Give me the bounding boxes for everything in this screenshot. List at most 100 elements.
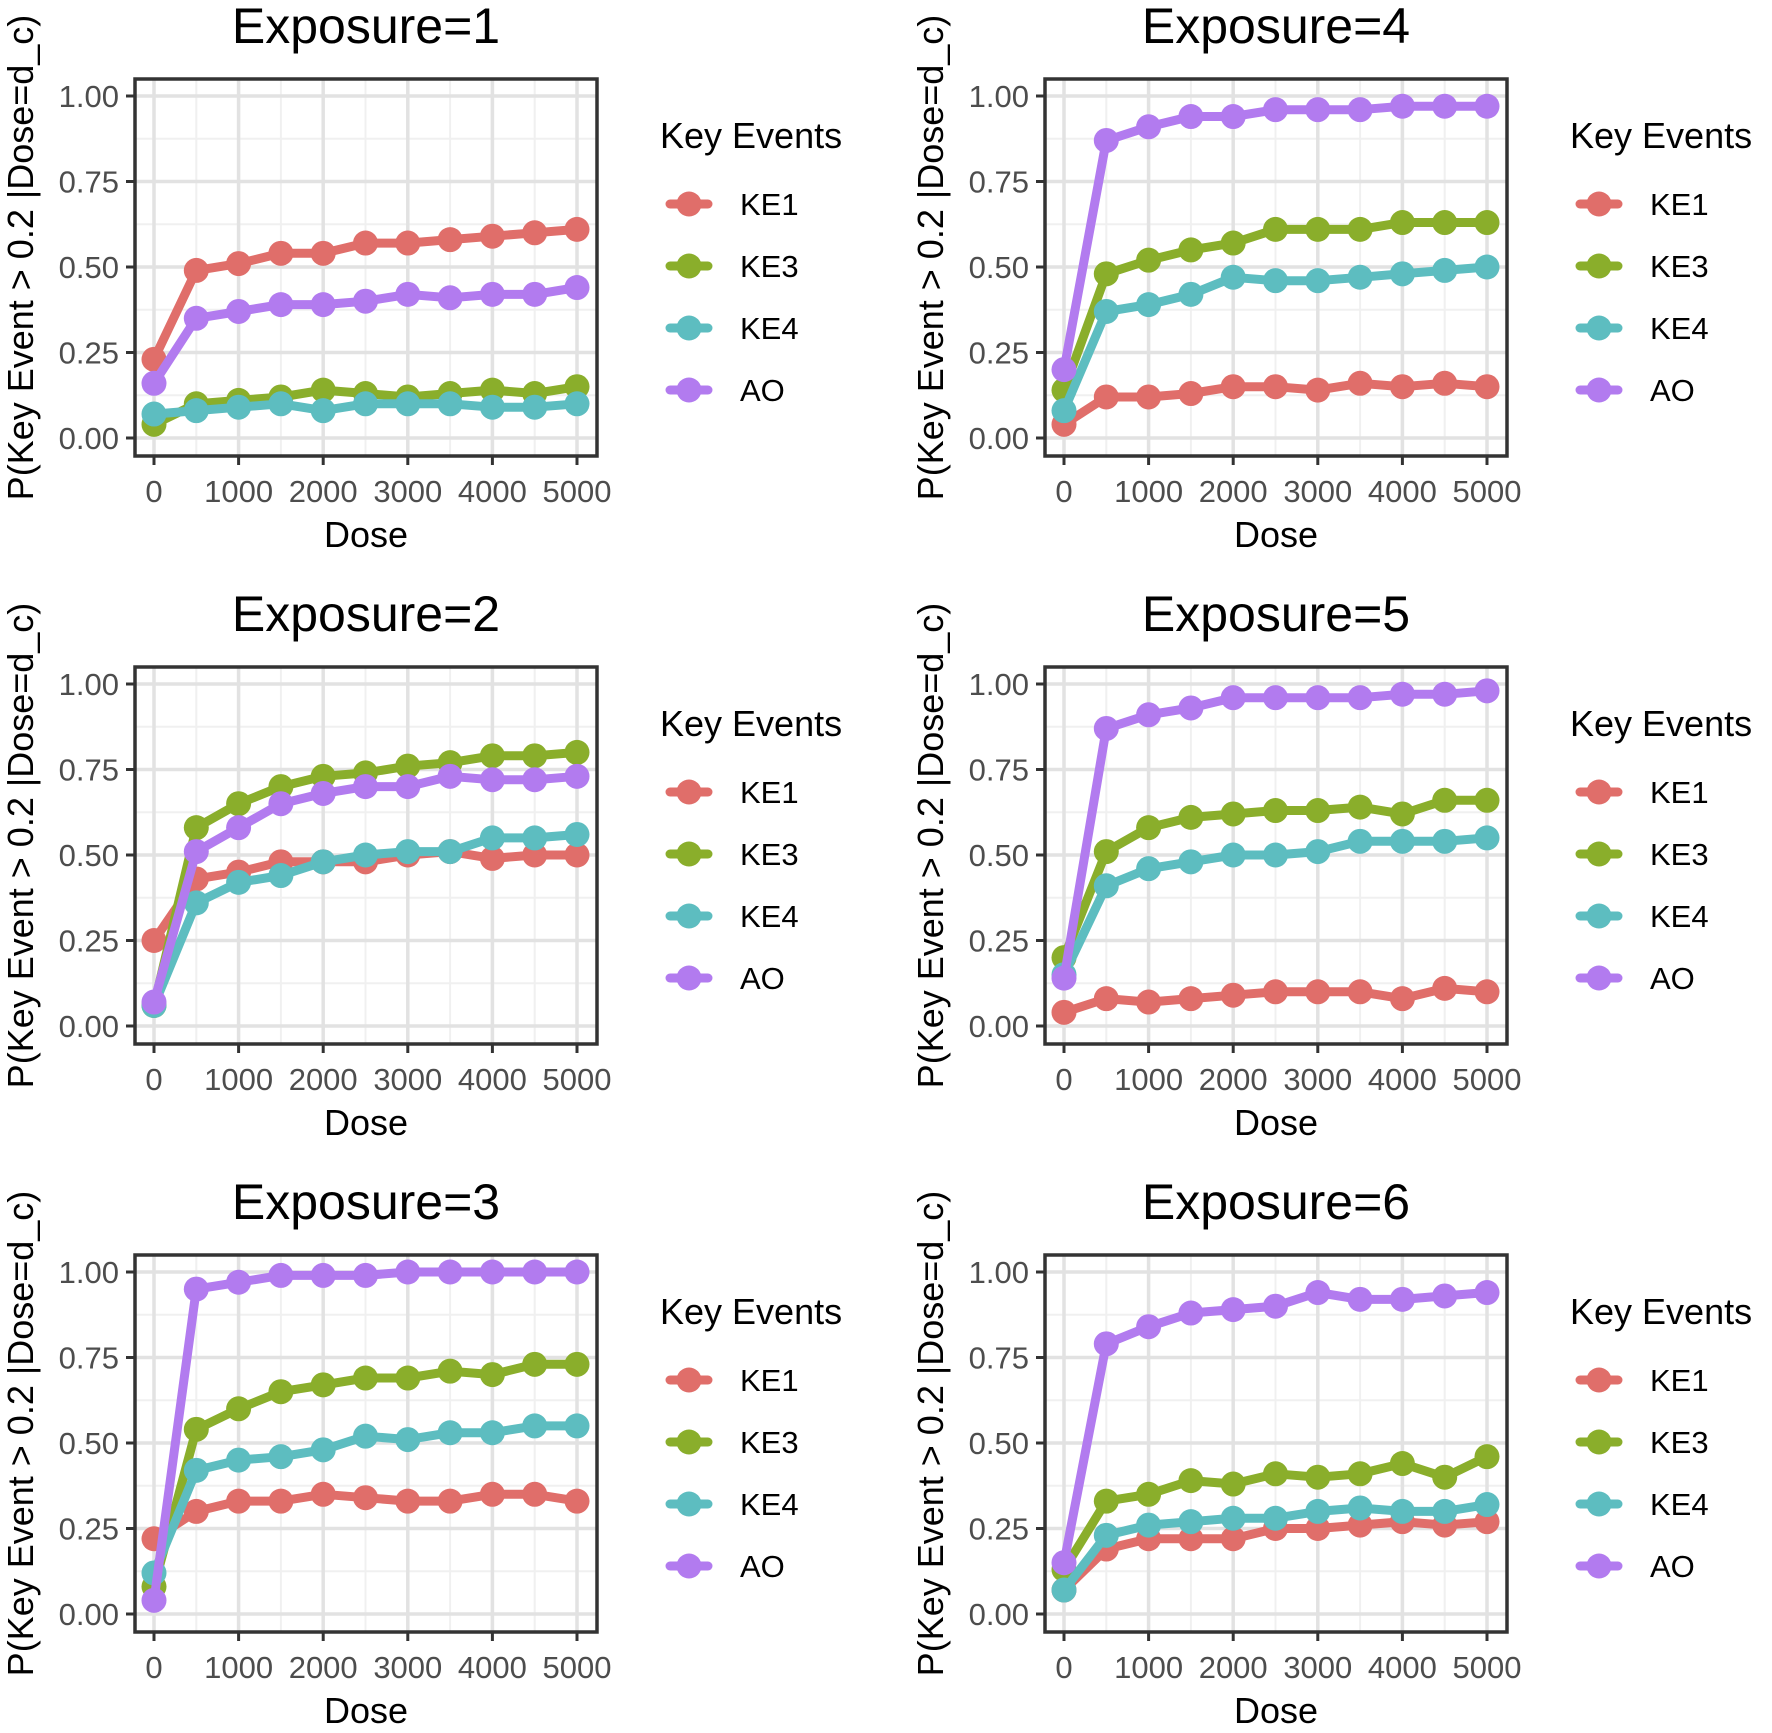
- y-axis-label: P(Key Event > 0.2 |Dose=d_c): [0, 1191, 41, 1677]
- y-tick-label: 0.50: [969, 838, 1029, 873]
- legend-key-point-ke4: [676, 315, 702, 341]
- y-tick-label: 0.75: [59, 165, 119, 200]
- legend-label-ao: AO: [740, 961, 785, 996]
- data-point-ke1: [479, 1481, 505, 1507]
- data-point-ke4: [522, 1413, 548, 1439]
- data-point-ke1: [564, 842, 590, 868]
- data-point-ke1: [1136, 384, 1162, 410]
- data-point-ke4: [183, 398, 209, 424]
- data-point-ke4: [1389, 828, 1415, 854]
- y-tick-label: 0.25: [969, 1512, 1029, 1547]
- data-point-ao: [395, 774, 421, 800]
- x-tick-label: 5000: [543, 1650, 612, 1685]
- data-point-ao: [141, 370, 167, 396]
- data-point-ke3: [1432, 210, 1458, 236]
- data-point-ao: [1474, 93, 1500, 119]
- data-point-ke4: [1305, 839, 1331, 865]
- data-point-ke3: [1432, 1464, 1458, 1490]
- data-point-ke3: [1136, 1481, 1162, 1507]
- data-point-ke4: [479, 825, 505, 851]
- data-point-ke4: [1220, 842, 1246, 868]
- data-point-ao: [1432, 681, 1458, 707]
- data-point-ao: [268, 1262, 294, 1288]
- x-tick-label: 0: [145, 1062, 162, 1097]
- data-point-ke1: [226, 1488, 252, 1514]
- legend-label-ke3: KE3: [740, 249, 799, 284]
- x-tick-label: 3000: [373, 474, 442, 509]
- data-point-ke1: [1220, 374, 1246, 400]
- x-tick-label: 5000: [1453, 1062, 1522, 1097]
- x-axis-label: Dose: [324, 1690, 408, 1728]
- data-point-ke3: [1305, 216, 1331, 242]
- data-point-ao: [522, 767, 548, 793]
- x-axis-label: Dose: [324, 514, 408, 555]
- x-tick-label: 1000: [1114, 474, 1183, 509]
- data-point-ke1: [1178, 1526, 1204, 1552]
- data-point-ke1: [1305, 377, 1331, 403]
- data-point-ke4: [437, 1420, 463, 1446]
- data-point-ao: [395, 1259, 421, 1285]
- data-point-ke1: [1305, 979, 1331, 1005]
- data-point-ke1: [395, 230, 421, 256]
- data-point-ke4: [226, 1447, 252, 1473]
- data-point-ao: [1432, 1283, 1458, 1309]
- x-tick-label: 4000: [458, 474, 527, 509]
- chart-title: Exposure=6: [1142, 1174, 1410, 1230]
- y-tick-label: 1.00: [59, 1255, 119, 1290]
- data-point-ke4: [1389, 261, 1415, 287]
- data-point-ao: [268, 292, 294, 318]
- data-point-ke1: [1263, 979, 1288, 1005]
- data-point-ao: [1178, 1300, 1204, 1326]
- y-axis-label: P(Key Event > 0.2 |Dose=d_c): [910, 15, 951, 501]
- data-point-ke4: [1051, 1577, 1077, 1603]
- x-tick-label: 5000: [1453, 1650, 1522, 1685]
- data-point-ao: [479, 281, 505, 307]
- x-tick-label: 4000: [1368, 1062, 1437, 1097]
- x-tick-label: 5000: [543, 1062, 612, 1097]
- data-point-ao: [1093, 1331, 1119, 1357]
- data-point-ke1: [1093, 384, 1119, 410]
- y-tick-label: 1.00: [969, 1255, 1029, 1290]
- x-tick-label: 0: [1055, 474, 1072, 509]
- data-point-ke4: [1347, 1495, 1373, 1521]
- x-tick-label: 4000: [458, 1062, 527, 1097]
- panel-5: 0 1000 2000 3000 4000 5000 0.00 0.25 0.50 0.75 1.0…: [0, 1174, 842, 1731]
- legend-key-point-ao: [676, 965, 702, 991]
- data-point-ke3: [395, 1365, 421, 1391]
- legend-key-point-ke1: [1586, 1367, 1612, 1393]
- y-tick-label: 1.00: [969, 79, 1029, 114]
- data-point-ke4: [1347, 264, 1373, 290]
- data-point-ke4: [1178, 849, 1204, 875]
- data-point-ke3: [1389, 210, 1415, 236]
- data-point-ke1: [1263, 374, 1288, 400]
- data-point-ke1: [1474, 1509, 1500, 1535]
- data-point-ke4: [1263, 842, 1288, 868]
- data-point-ke3: [1093, 261, 1119, 287]
- data-point-ke3: [1389, 801, 1415, 827]
- data-point-ao: [1305, 97, 1331, 123]
- data-point-ao: [353, 1262, 378, 1288]
- data-point-ke4: [479, 1420, 505, 1446]
- data-point-ke1: [522, 1481, 548, 1507]
- x-tick-label: 2000: [289, 474, 358, 509]
- data-point-ke4: [522, 825, 548, 851]
- legend-label-ao: AO: [1650, 1549, 1695, 1584]
- data-point-ao: [479, 1259, 505, 1285]
- data-point-ao: [479, 767, 505, 793]
- data-point-ao: [1051, 1550, 1077, 1576]
- data-point-ke4: [395, 391, 421, 417]
- legend-label-ao: AO: [740, 1549, 785, 1584]
- data-point-ao: [353, 288, 378, 314]
- data-point-ke3: [1178, 1468, 1204, 1494]
- data-point-ao: [268, 791, 294, 817]
- data-point-ao: [522, 281, 548, 307]
- x-tick-label: 4000: [1368, 474, 1437, 509]
- data-point-ao: [1220, 104, 1246, 130]
- data-point-ke1: [183, 1498, 209, 1524]
- data-point-ao: [1474, 1280, 1500, 1306]
- legend-title: Key Events: [1570, 115, 1752, 156]
- x-tick-label: 0: [145, 1650, 162, 1685]
- y-axis-label: P(Key Event > 0.2 |Dose=d_c): [0, 15, 41, 501]
- data-point-ke4: [479, 394, 505, 420]
